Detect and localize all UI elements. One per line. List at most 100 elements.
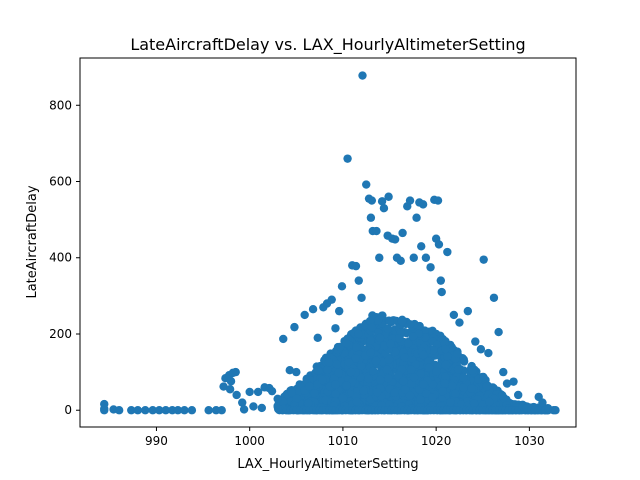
data-point <box>238 398 247 407</box>
data-point <box>379 203 389 213</box>
x-tick-label: 1020 <box>421 434 452 448</box>
data-point <box>417 242 426 251</box>
data-point <box>313 366 323 375</box>
data-point <box>398 228 407 238</box>
data-point <box>354 329 363 338</box>
data-point <box>225 385 235 394</box>
data-point <box>433 196 443 205</box>
data-point <box>351 261 361 271</box>
data-point <box>482 382 492 391</box>
data-point <box>426 263 435 272</box>
data-point <box>441 344 450 354</box>
data-point <box>437 287 446 297</box>
data-point <box>400 385 410 395</box>
data-point <box>453 349 462 359</box>
data-point <box>451 389 460 398</box>
x-axis-label: LAX_HourlyAltimeterSetting <box>237 457 418 472</box>
data-point <box>479 255 488 264</box>
data-point <box>372 387 382 397</box>
data-point <box>342 381 351 390</box>
data-point <box>375 253 384 262</box>
data-point <box>161 406 170 415</box>
data-point <box>155 406 164 415</box>
data-point <box>228 368 238 378</box>
data-point <box>310 389 319 398</box>
data-point <box>100 406 109 415</box>
plot-area: 990 1000 1010 1020 1030 0 200 400 600 800 <box>49 57 577 448</box>
data-point <box>346 367 356 377</box>
data-point <box>249 402 258 411</box>
data-point <box>489 293 499 302</box>
data-point <box>226 377 236 386</box>
data-point <box>438 387 447 396</box>
data-point <box>432 367 441 376</box>
data-point <box>428 393 437 402</box>
x-tick-label: 990 <box>145 434 168 448</box>
data-point <box>366 336 375 345</box>
data-point <box>416 369 425 378</box>
data-point <box>443 352 452 361</box>
data-point <box>530 406 540 415</box>
data-point <box>459 373 468 382</box>
data-point <box>114 406 124 415</box>
data-point <box>366 348 375 357</box>
data-point <box>127 406 136 415</box>
data-point <box>429 345 438 355</box>
data-point <box>421 253 431 262</box>
data-point <box>469 399 479 408</box>
data-point <box>327 295 336 304</box>
data-point <box>335 342 345 352</box>
data-point <box>424 357 433 366</box>
data-point <box>551 406 560 415</box>
data-point <box>366 213 376 222</box>
data-point <box>385 316 394 326</box>
data-point <box>384 355 394 364</box>
data-point <box>273 394 282 403</box>
data-point <box>446 397 455 407</box>
data-point <box>232 390 241 400</box>
data-point <box>368 366 378 376</box>
data-point <box>354 276 363 285</box>
data-point <box>409 373 419 382</box>
data-point <box>337 282 347 291</box>
data-point <box>332 360 341 369</box>
data-point <box>422 389 431 398</box>
data-point <box>372 226 381 236</box>
data-point <box>344 358 354 367</box>
data-point <box>418 200 428 209</box>
data-point <box>362 180 371 189</box>
data-point <box>219 382 228 391</box>
data-point <box>476 345 486 354</box>
data-point <box>329 374 339 383</box>
data-point <box>403 339 413 348</box>
data-point <box>375 333 385 343</box>
data-points <box>100 71 560 415</box>
y-axis: 0 200 400 600 800 <box>49 98 80 417</box>
data-point <box>343 154 352 163</box>
data-point <box>436 276 446 285</box>
data-point <box>141 406 150 415</box>
data-point <box>357 293 366 302</box>
data-point <box>331 380 340 389</box>
data-point <box>448 381 457 391</box>
data-point <box>390 388 399 398</box>
data-point <box>408 332 418 341</box>
data-point <box>384 374 393 383</box>
data-point <box>334 306 344 316</box>
data-point <box>323 365 332 374</box>
data-point <box>300 310 309 320</box>
data-point <box>455 318 464 327</box>
x-tick-label: 1030 <box>514 434 545 448</box>
data-point <box>499 367 508 377</box>
data-point <box>394 370 403 380</box>
data-point <box>441 360 451 370</box>
data-point <box>412 213 421 222</box>
data-point <box>318 375 327 385</box>
data-point <box>290 322 299 332</box>
data-point <box>467 366 477 375</box>
y-tick-label: 800 <box>49 98 72 112</box>
data-point <box>292 367 301 377</box>
data-point <box>331 389 340 399</box>
data-point <box>303 399 313 408</box>
